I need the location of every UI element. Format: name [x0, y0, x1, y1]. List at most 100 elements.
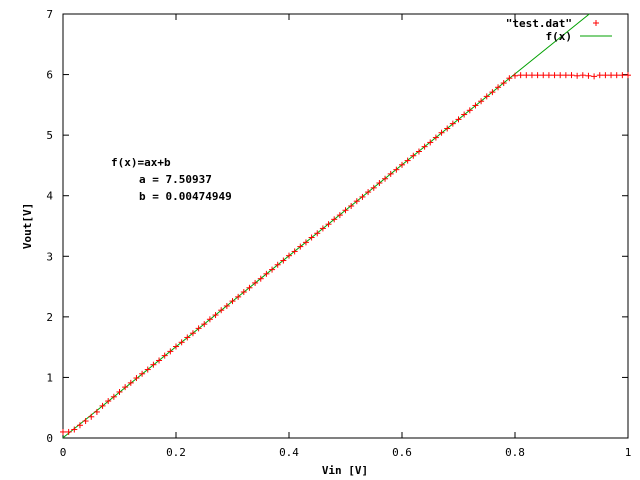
data-point	[348, 203, 355, 210]
data-point	[444, 125, 451, 132]
data-point	[274, 261, 281, 268]
data-point	[596, 72, 603, 79]
data-point	[60, 428, 66, 435]
data-point	[602, 72, 609, 79]
x-tick-label: 0	[60, 446, 67, 459]
data-point	[297, 243, 304, 250]
data-point	[506, 75, 513, 82]
fit-line	[62, 13, 590, 439]
data-point	[314, 230, 321, 237]
data-point	[76, 422, 83, 429]
data-point	[65, 428, 72, 435]
data-point	[286, 252, 292, 259]
data-point	[246, 284, 253, 291]
data-point	[82, 418, 89, 425]
data-point	[353, 198, 360, 205]
data-point	[93, 408, 100, 415]
data-point	[139, 370, 146, 377]
data-point	[257, 275, 264, 282]
data-point	[399, 161, 405, 168]
data-point	[619, 72, 626, 79]
data-point	[551, 72, 558, 79]
legend-label-test-dat: "test.dat"	[506, 17, 572, 30]
data-point	[302, 239, 309, 246]
points-layer	[60, 72, 631, 435]
y-tick-label: 2	[46, 311, 53, 324]
data-point	[291, 248, 298, 255]
data-point	[466, 107, 473, 114]
data-point	[122, 384, 129, 391]
data-point	[523, 72, 530, 79]
fit-param-b: b = 0.00474949	[139, 190, 232, 203]
data-point	[421, 143, 428, 150]
fit-formula: f(x)=ax+b	[111, 156, 171, 169]
data-point	[116, 388, 123, 395]
data-point	[336, 212, 343, 219]
data-point	[478, 98, 485, 105]
data-point	[427, 139, 434, 146]
data-point	[342, 207, 349, 214]
data-point	[173, 343, 179, 350]
data-point	[133, 375, 140, 382]
data-point	[88, 413, 95, 420]
x-tick-label: 0.8	[505, 446, 525, 459]
fit-layer	[62, 13, 590, 439]
data-point	[252, 279, 259, 286]
data-point	[201, 321, 208, 328]
y-tick-label: 0	[46, 432, 53, 445]
data-point	[229, 298, 236, 305]
data-point	[235, 293, 242, 300]
data-point	[415, 148, 422, 155]
data-point	[195, 325, 202, 332]
data-point	[110, 393, 117, 400]
data-point	[404, 157, 411, 164]
data-point	[528, 72, 535, 79]
data-point	[156, 357, 163, 364]
fit-param-a: a = 7.50937	[139, 173, 212, 186]
data-point	[189, 330, 196, 337]
data-point	[370, 184, 377, 191]
data-point	[365, 189, 372, 196]
data-point	[325, 221, 332, 228]
fit-annotation: f(x)=ax+b a = 7.50937 b = 0.00474949	[111, 156, 232, 203]
legend-label-fx: f(x)	[546, 30, 573, 43]
data-point	[376, 179, 383, 186]
x-tick-label: 0.4	[279, 446, 299, 459]
data-point	[263, 270, 270, 277]
data-point	[608, 72, 615, 79]
x-axis-label: Vin [V]	[322, 464, 368, 477]
data-point	[455, 116, 462, 123]
y-tick-label: 6	[46, 69, 53, 82]
data-point	[150, 361, 157, 368]
data-point	[99, 402, 106, 409]
data-point	[319, 225, 326, 232]
data-point	[387, 170, 394, 177]
data-point	[382, 175, 389, 182]
data-point	[500, 80, 507, 87]
data-point	[625, 72, 631, 79]
data-point	[359, 193, 366, 200]
x-tick-label: 0.6	[392, 446, 412, 459]
x-tick-label: 1	[625, 446, 632, 459]
data-point	[218, 307, 225, 314]
data-point	[212, 312, 219, 319]
legend: "test.dat" f(x)	[506, 17, 612, 43]
data-point	[240, 289, 247, 296]
data-point	[579, 72, 586, 79]
data-point	[206, 316, 213, 323]
x-tick-label: 0.2	[166, 446, 186, 459]
data-point	[557, 72, 564, 79]
data-point	[308, 234, 315, 241]
data-point	[562, 72, 569, 79]
data-point	[223, 302, 230, 309]
data-point	[167, 348, 174, 355]
y-tick-label: 5	[46, 129, 53, 142]
data-point	[534, 72, 541, 79]
data-point	[461, 111, 468, 118]
data-point	[393, 166, 400, 173]
y-axis-label: Vout[V]	[21, 203, 34, 249]
y-tick-label: 3	[46, 250, 53, 263]
data-point	[438, 129, 445, 136]
data-point	[568, 72, 575, 79]
